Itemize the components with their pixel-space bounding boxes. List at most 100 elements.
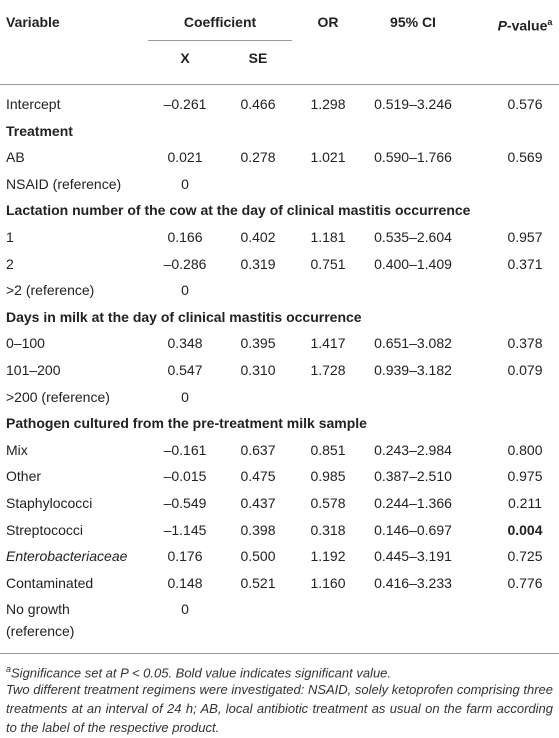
header-or: OR [317, 14, 339, 30]
cell-x: 0.148 [167, 574, 203, 591]
cell-p: 0.800 [507, 441, 543, 458]
header-se: SE [248, 50, 268, 66]
cell-x: –1.145 [163, 521, 207, 538]
cell-ci: 0.243–2.984 [374, 441, 452, 458]
header-ci: 95% CI [390, 14, 436, 30]
section-heading: Treatment [6, 122, 73, 139]
cell-p: 0.776 [507, 574, 543, 591]
row-label: Other [6, 468, 42, 485]
row-label: 0–100 [6, 335, 45, 352]
cell-ci: 0.939–3.182 [374, 362, 452, 378]
footnote-text: Significance set at P < 0.05. Bold value… [11, 665, 392, 681]
header-coefficient: Coefficient [183, 14, 257, 30]
cell-x: 0 [181, 175, 189, 192]
cell-or: 1.728 [310, 362, 346, 378]
footnote: aSignificance set at P < 0.05. Bold valu… [6, 660, 553, 682]
cell-x: –0.286 [163, 255, 207, 272]
row-label: Mix [6, 441, 28, 458]
row-label: >200 (reference) [6, 388, 110, 405]
cell-x: 0 [181, 388, 189, 405]
cell-or: 1.192 [310, 548, 346, 565]
cell-p: 0.378 [507, 335, 543, 352]
row-label: 101–200 [6, 362, 61, 378]
cell-or: 1.417 [310, 335, 346, 352]
rule [0, 84, 559, 85]
cell-x: –0.261 [163, 96, 207, 112]
cell-or: 1.181 [310, 229, 346, 245]
row-label: NSAID (reference) [6, 175, 122, 192]
section-heading: Days in milk at the day of clinical mast… [6, 308, 362, 325]
cell-x: 0.166 [167, 229, 203, 245]
cell-se: 0.521 [240, 574, 276, 591]
cell-ci: 0.445–3.191 [374, 548, 452, 565]
footnote: Two different treatment regimens were in… [6, 682, 553, 735]
row-label: No growth [6, 601, 70, 618]
header-x: X [180, 50, 190, 66]
cell-ci: 0.400–1.409 [374, 255, 452, 272]
row-label: Streptococci [6, 521, 84, 538]
cell-ci: 0.146–0.697 [374, 521, 452, 538]
row-label: 1 [6, 229, 14, 245]
cell-or: 1.298 [310, 96, 346, 112]
cell-ci: 0.535–2.604 [374, 229, 452, 245]
cell-se: 0.402 [240, 229, 276, 245]
cell-x: 0 [181, 601, 189, 618]
cell-or: 1.021 [310, 149, 346, 166]
cell-se: 0.437 [240, 495, 276, 511]
cell-p: 0.957 [507, 229, 543, 245]
cell-se: 0.319 [240, 255, 276, 272]
cell-x: 0.021 [167, 149, 203, 166]
p-note: a [547, 17, 553, 27]
cell-se: 0.500 [240, 548, 276, 565]
cell-or: 0.751 [310, 255, 346, 272]
cell-se: 0.278 [240, 149, 276, 166]
row-label: Intercept [6, 96, 61, 112]
cell-or: 0.851 [310, 441, 346, 458]
cell-p: 0.371 [507, 255, 543, 272]
row-label: Staphylococci [6, 495, 93, 511]
cell-or: 1.160 [310, 574, 346, 591]
cell-x: 0.176 [167, 548, 203, 565]
cell-p: 0.079 [507, 362, 543, 378]
cell-x: 0.547 [167, 362, 203, 378]
cell-or: 0.578 [310, 495, 346, 511]
header-p-value: P-valuea [480, 13, 559, 35]
cell-or: 0.318 [310, 521, 346, 538]
cell-ci: 0.416–3.233 [374, 574, 452, 591]
cell-x: –0.161 [163, 441, 207, 458]
p-rest: -value [506, 17, 548, 34]
footnote-mark: a [6, 664, 12, 674]
cell-ci: 0.590–1.766 [374, 149, 452, 166]
row-label: >2 (reference) [6, 282, 95, 299]
cell-se: 0.475 [240, 468, 276, 485]
section-heading: Lactation number of the cow at the day o… [6, 202, 471, 219]
cell-p: 0.975 [507, 468, 543, 485]
cell-x: 0 [181, 282, 189, 299]
cell-ci: 0.244–1.366 [374, 495, 452, 511]
cell-ci: 0.651–3.082 [374, 335, 452, 352]
rule [0, 653, 559, 654]
rule [148, 40, 292, 41]
row-label: 2 [6, 255, 14, 272]
cell-se: 0.398 [240, 521, 276, 538]
cell-p: 0.004 [507, 521, 543, 538]
cell-x: –0.015 [163, 468, 207, 485]
p-italic: P [497, 17, 507, 34]
row-label: (reference) [6, 623, 75, 640]
cell-p: 0.725 [507, 548, 543, 565]
row-label: Enterobacteriaceae [6, 548, 128, 565]
row-label: Contaminated [6, 574, 94, 591]
cell-x: –0.549 [163, 495, 207, 511]
cell-se: 0.310 [240, 362, 276, 378]
cell-ci: 0.387–2.510 [374, 468, 452, 485]
cell-se: 0.466 [240, 96, 276, 112]
cell-se: 0.637 [240, 441, 276, 458]
cell-or: 0.985 [310, 468, 346, 485]
header-variable: Variable [6, 14, 60, 30]
section-heading: Pathogen cultured from the pre-treatment… [6, 415, 367, 432]
cell-p: 0.211 [508, 495, 542, 511]
cell-se: 0.395 [240, 335, 276, 352]
row-label: AB [6, 149, 25, 166]
cell-p: 0.569 [507, 149, 543, 166]
